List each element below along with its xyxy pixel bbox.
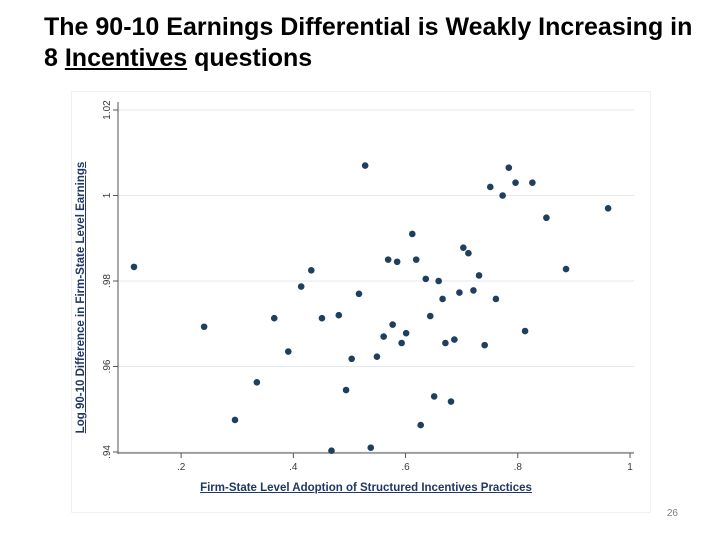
scatter-point	[422, 275, 430, 283]
scatter-point	[465, 249, 472, 257]
scatter-point	[393, 258, 401, 266]
scatter-point	[412, 256, 420, 263]
scatter-point	[505, 164, 513, 172]
scatter-point	[367, 444, 375, 452]
scatter-point	[481, 341, 488, 349]
x-tick-label: .4	[289, 462, 298, 473]
scatter-point	[373, 353, 381, 360]
title-emphasis: Incentives	[64, 44, 188, 72]
scatter-point	[521, 327, 529, 335]
scatter-point	[335, 311, 343, 319]
scatter-point	[512, 179, 519, 186]
y-axis-label-box: Log 90-10 Difference in Firm-State Level…	[74, 160, 102, 435]
scatter-point	[435, 277, 442, 285]
y-axis-label: Log 90-10 Difference in Firm-State Level…	[75, 161, 87, 434]
scatter-point	[342, 386, 350, 394]
scatter-point	[499, 192, 506, 199]
scatter-point	[361, 162, 369, 169]
scatter-point	[389, 321, 396, 328]
scatter-point	[486, 183, 494, 191]
y-tick-label: 1.02	[102, 100, 113, 120]
scatter-point	[451, 336, 458, 343]
x-tick-label: .6	[401, 462, 410, 473]
scatter-point	[408, 230, 416, 238]
y-tick-label: 1	[102, 192, 113, 198]
scatter-point	[529, 179, 536, 186]
y-tick-label: .96	[102, 359, 113, 373]
scatter-point	[447, 398, 455, 405]
scatter-point	[470, 287, 477, 294]
chart-frame: .94 .96 .98 1 1.02 .2 .4 .6 .8 1	[72, 92, 650, 512]
scatter-point	[270, 314, 278, 322]
scatter-point	[231, 416, 239, 424]
scatter-point	[543, 214, 550, 222]
scatter-point	[348, 355, 355, 363]
scatter-point	[460, 244, 467, 251]
scatter-point	[284, 348, 292, 355]
scatter-point	[456, 289, 463, 296]
scatter-point	[426, 312, 434, 320]
scatter-point	[475, 272, 483, 279]
title-text-part2: questions	[187, 44, 313, 72]
page-number: 26	[666, 508, 678, 519]
y-tick-label: .98	[102, 274, 113, 288]
scatter-point	[328, 447, 335, 455]
scatter-point	[442, 339, 449, 347]
scatter-point	[439, 295, 446, 303]
x-tick-label: .2	[177, 462, 186, 473]
title-text-part1: The 90-10 Earnings Differential is Weakl…	[44, 13, 693, 72]
y-tick-label: .94	[102, 445, 113, 459]
scatter-point	[380, 333, 387, 340]
x-axis-label: Firm-State Level Adoption of Structured …	[200, 482, 532, 494]
scatter-point	[562, 265, 570, 273]
scatter-point	[384, 256, 392, 263]
x-tick-label: .8	[514, 462, 523, 473]
scatter-point	[253, 379, 261, 386]
scatter-point	[430, 393, 438, 400]
x-tick-label: 1	[627, 462, 633, 473]
scatter-point	[297, 283, 305, 290]
scatter-point	[398, 339, 405, 347]
scatter-point	[417, 421, 425, 429]
scatter-point	[355, 290, 363, 298]
slide-title: The 90-10 Earnings Differential is Weakl…	[44, 12, 704, 74]
scatter-point	[492, 295, 500, 303]
scatter-point	[307, 267, 315, 274]
scatter-chart: .94 .96 .98 1 1.02 .2 .4 .6 .8 1	[102, 100, 634, 473]
scatter-point	[318, 314, 326, 322]
scatter-point	[402, 329, 410, 337]
scatter-point	[130, 263, 138, 271]
scatter-point	[200, 323, 208, 331]
scatter-point	[604, 205, 612, 212]
